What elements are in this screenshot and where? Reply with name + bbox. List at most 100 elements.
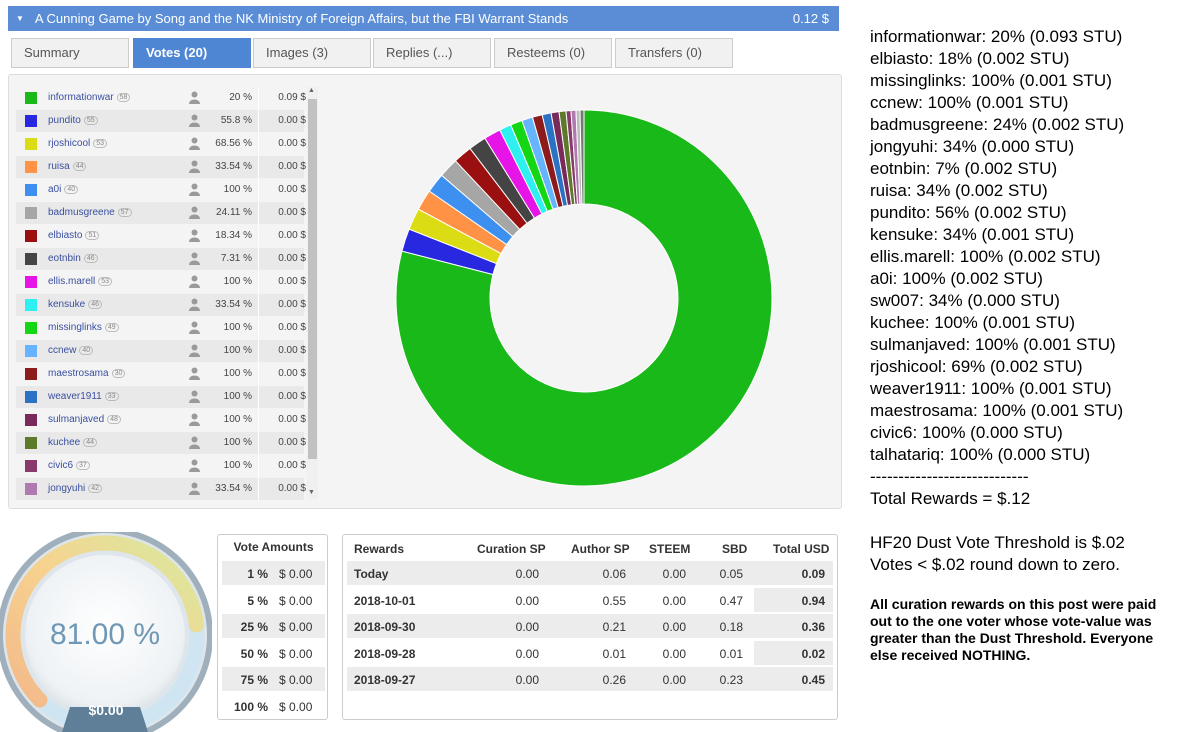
user-icon[interactable]	[189, 344, 200, 357]
legend-swatch	[25, 322, 37, 334]
vote-amount-row: 50 % $ 0.00	[222, 641, 325, 665]
voter-name[interactable]: elbiasto 51	[48, 230, 100, 241]
voter-name-text[interactable]: pundito	[48, 115, 81, 126]
rewards-steem: 0.00	[662, 567, 686, 581]
voter-name-text[interactable]: eotnbin	[48, 253, 81, 264]
voter-list-scrollbar[interactable]: ▲ ▼	[307, 87, 318, 499]
donut-slice[interactable]	[579, 109, 585, 205]
scrollbar-thumb[interactable]	[308, 99, 317, 459]
voter-name[interactable]: ruisa 44	[48, 161, 87, 172]
legend-swatch	[25, 138, 37, 150]
vote-value: 0.00 $	[278, 483, 306, 494]
voter-name[interactable]: weaver1911 33	[48, 391, 119, 402]
user-icon[interactable]	[189, 160, 200, 173]
rewards-curation-sp: 0.00	[515, 620, 539, 634]
user-icon[interactable]	[189, 459, 200, 472]
voter-name[interactable]: kuchee 44	[48, 437, 98, 448]
column-divider	[258, 478, 259, 500]
scroll-down-icon[interactable]: ▼	[308, 489, 315, 496]
voter-name[interactable]: sulmanjaved 48	[48, 414, 121, 425]
vote-value: 0.00 $	[278, 368, 306, 379]
voter-name-text[interactable]: ruisa	[48, 161, 70, 172]
vote-value: 0.00 $	[278, 138, 306, 149]
column-divider	[258, 225, 259, 247]
column-divider	[258, 271, 259, 293]
vote-amounts-table: Vote Amounts 1 % $ 0.00 5 % $ 0.00 25 % $ 0…	[217, 534, 328, 720]
voter-name-text[interactable]: badmusgreene	[48, 207, 115, 218]
tab-transfers[interactable]: Transfers (0)	[615, 38, 733, 68]
user-icon[interactable]	[189, 436, 200, 449]
rewards-header-date: Rewards	[354, 542, 405, 556]
user-icon[interactable]	[189, 91, 200, 104]
voter-name[interactable]: pundito 55	[48, 115, 98, 126]
voter-name[interactable]: eotnbin 46	[48, 253, 98, 264]
voter-name[interactable]: ellis.marell 53	[48, 276, 113, 287]
voter-name[interactable]: maestrosama 30	[48, 368, 126, 379]
voter-row: maestrosama 30 100 % 0.00 $	[16, 363, 306, 385]
user-icon[interactable]	[189, 275, 200, 288]
voter-name[interactable]: badmusgreene 57	[48, 207, 132, 218]
voter-name-text[interactable]: ellis.marell	[48, 276, 96, 287]
tab-votes[interactable]: Votes (20)	[133, 38, 251, 68]
note-line: a0i: 100% (0.002 STU)	[870, 269, 1043, 288]
column-divider	[258, 409, 259, 431]
voter-name[interactable]: kensuke 46	[48, 299, 103, 310]
voter-name-text[interactable]: elbiasto	[48, 230, 83, 241]
user-icon[interactable]	[189, 206, 200, 219]
vote-value: 0.00 $	[278, 207, 306, 218]
rewards-table: Rewards Curation SP Author SP STEEM SBD …	[342, 534, 838, 720]
reputation-badge: 48	[107, 415, 121, 424]
scroll-up-icon[interactable]: ▲	[308, 87, 315, 94]
voter-name[interactable]: civic6 37	[48, 460, 90, 471]
voter-name-text[interactable]: missinglinks	[48, 322, 102, 333]
user-icon[interactable]	[189, 482, 200, 495]
rewards-sbd: 0.18	[719, 620, 743, 634]
vote-amount-row: 75 % $ 0.00	[222, 667, 325, 691]
tab-images[interactable]: Images (3)	[253, 38, 371, 68]
voter-name-text[interactable]: sulmanjaved	[48, 414, 105, 425]
tab-replies[interactable]: Replies (...)	[373, 38, 491, 68]
voter-name[interactable]: rjoshicool 53	[48, 138, 108, 149]
rewards-total-usd: 0.45	[801, 673, 825, 687]
user-icon[interactable]	[189, 298, 200, 311]
voter-name[interactable]: informationwar 58	[48, 92, 131, 103]
vote-amount-row: 1 % $ 0.00	[222, 561, 325, 585]
user-icon[interactable]	[189, 252, 200, 265]
voter-name-text[interactable]: a0i	[48, 184, 62, 195]
voter-name-text[interactable]: ccnew	[48, 345, 77, 356]
voter-name[interactable]: jongyuhi 42	[48, 483, 103, 494]
post-title-bar[interactable]: ▼ A Cunning Game by Song and the NK Mini…	[8, 6, 839, 31]
voter-name[interactable]: missinglinks 49	[48, 322, 119, 333]
reputation-badge: 44	[72, 162, 87, 171]
voter-name-text[interactable]: maestrosama	[48, 368, 109, 379]
steemworld-panel: ▼ A Cunning Game by Song and the NK Mini…	[0, 6, 842, 732]
donut-slice[interactable]	[395, 109, 773, 487]
voter-name-text[interactable]: rjoshicool	[48, 138, 91, 149]
tab-resteems[interactable]: Resteems (0)	[494, 38, 612, 68]
chevron-down-icon[interactable]: ▼	[16, 14, 24, 23]
user-icon[interactable]	[189, 390, 200, 403]
voter-name-text[interactable]: kensuke	[48, 299, 86, 310]
rewards-curation-sp: 0.00	[515, 567, 539, 581]
voter-name-text[interactable]: civic6	[48, 460, 74, 471]
user-icon[interactable]	[189, 229, 200, 242]
user-icon[interactable]	[189, 367, 200, 380]
user-icon[interactable]	[189, 321, 200, 334]
user-icon[interactable]	[189, 114, 200, 127]
gauge-face	[25, 555, 185, 715]
voter-name-text[interactable]: kuchee	[48, 437, 81, 448]
user-icon[interactable]	[189, 137, 200, 150]
voter-name-text[interactable]: jongyuhi	[48, 483, 86, 494]
vote-value: 0.00 $	[278, 414, 306, 425]
voter-name-text[interactable]: informationwar	[48, 92, 114, 103]
note-line: weaver1911: 100% (0.001 STU)	[870, 379, 1112, 398]
voter-name[interactable]: ccnew 40	[48, 345, 94, 356]
legend-swatch	[25, 368, 37, 380]
legend-swatch	[25, 184, 37, 196]
voter-name[interactable]: a0i 40	[48, 184, 79, 195]
tab-summary[interactable]: Summary	[11, 38, 129, 68]
user-icon[interactable]	[189, 183, 200, 196]
vote-percent: 100 %	[223, 437, 252, 448]
voter-name-text[interactable]: weaver1911	[48, 391, 102, 402]
user-icon[interactable]	[189, 413, 200, 426]
